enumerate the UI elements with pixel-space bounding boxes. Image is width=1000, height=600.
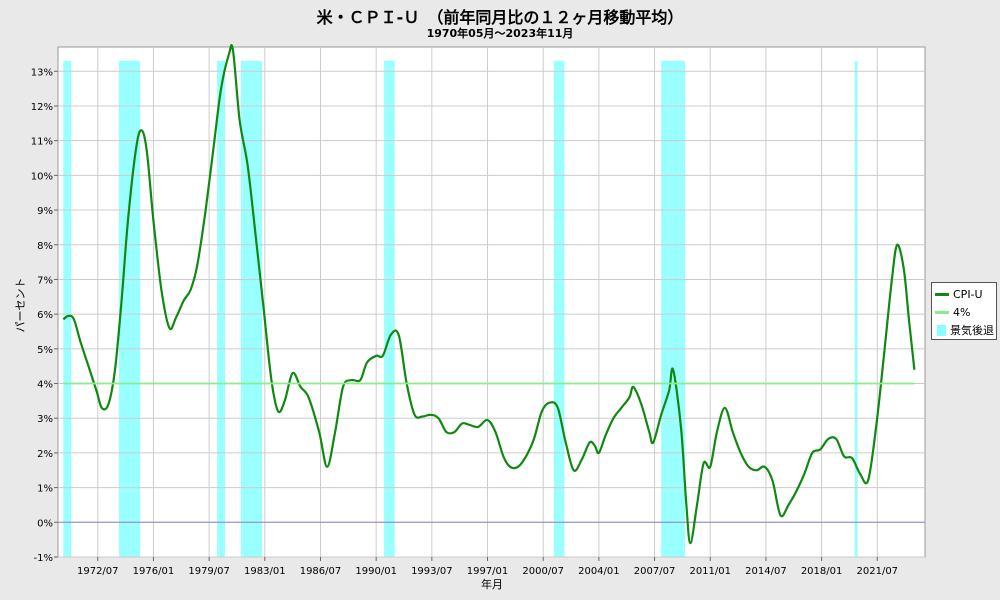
y-tick-label: 11% bbox=[31, 137, 53, 148]
x-tick-label: 2021/07 bbox=[857, 566, 899, 577]
legend-item-recession: 景気後退 bbox=[935, 321, 994, 339]
recession-band bbox=[661, 60, 686, 557]
legend-label-cpi: CPI-U bbox=[953, 287, 983, 301]
recession-band bbox=[384, 60, 395, 557]
x-tick-label: 1990/01 bbox=[355, 566, 397, 577]
recession-band bbox=[854, 60, 858, 557]
legend-item-cpi: CPI-U bbox=[935, 285, 993, 303]
y-tick-label: 2% bbox=[37, 449, 53, 460]
x-tick-label: 2011/01 bbox=[689, 566, 731, 577]
recession-band bbox=[553, 60, 565, 557]
chart-subtitle: 1970年05月～2023年11月 bbox=[426, 27, 574, 40]
x-axis-label: 年月 bbox=[481, 577, 503, 591]
chart-title: 米・ＣＰＩ-Ｕ （前年同月比の１２ヶ月移動平均） bbox=[316, 8, 684, 27]
series-line-cpi-u bbox=[62, 43, 916, 545]
y-tick-label: 10% bbox=[31, 171, 53, 182]
x-tick-label: 2000/07 bbox=[522, 566, 564, 577]
x-tick-label: 2014/07 bbox=[745, 566, 787, 577]
x-tick-label: 1997/01 bbox=[467, 566, 509, 577]
y-tick-label: 7% bbox=[37, 275, 53, 286]
y-axis-label: パーセント bbox=[14, 278, 27, 333]
y-tick-label: -1% bbox=[34, 553, 53, 564]
x-tick-label: 1993/07 bbox=[411, 566, 453, 577]
legend-swatch-recession bbox=[937, 324, 946, 336]
y-tick-label: 13% bbox=[31, 67, 53, 78]
y-tick-label: 12% bbox=[31, 102, 53, 113]
recession-band bbox=[240, 60, 263, 557]
legend-swatch-4pct bbox=[935, 310, 949, 314]
x-tick-label: 2018/01 bbox=[801, 566, 843, 577]
y-tick-label: 5% bbox=[37, 345, 53, 356]
recession-band bbox=[63, 60, 72, 557]
plot-area bbox=[57, 46, 926, 558]
x-tick-label: 2007/07 bbox=[634, 566, 676, 577]
legend: CPI-U 4% 景気後退 bbox=[931, 282, 997, 340]
recession-band bbox=[118, 60, 141, 557]
y-tick-label: 0% bbox=[37, 518, 53, 529]
legend-swatch-cpi bbox=[935, 292, 949, 296]
x-tick-label: 1972/07 bbox=[77, 566, 119, 577]
y-tick-label: 1% bbox=[37, 484, 53, 495]
y-tick-label: 4% bbox=[37, 380, 53, 391]
y-tick-label: 3% bbox=[37, 414, 53, 425]
x-tick-label: 1976/01 bbox=[133, 566, 175, 577]
legend-item-4pct: 4% bbox=[935, 303, 993, 321]
recession-bands bbox=[63, 60, 858, 557]
legend-label-recession: 景気後退 bbox=[950, 324, 994, 337]
y-tick-label: 6% bbox=[37, 310, 53, 321]
legend-label-4pct: 4% bbox=[953, 305, 971, 319]
axes: -1% 0% 1% 2% 3% 4% 5% 6% 7% 8% 9% 10% 11% 12% 13% 1972/… bbox=[31, 67, 898, 577]
x-tick-label: 1979/07 bbox=[188, 566, 230, 577]
series bbox=[62, 43, 916, 545]
x-tick-label: 1986/07 bbox=[300, 566, 342, 577]
y-tick-label: 9% bbox=[37, 206, 53, 217]
y-tick-label: 8% bbox=[37, 241, 53, 252]
x-tick-label: 1983/01 bbox=[244, 566, 286, 577]
x-tick-label: 2004/01 bbox=[578, 566, 620, 577]
recession-band bbox=[217, 60, 226, 557]
